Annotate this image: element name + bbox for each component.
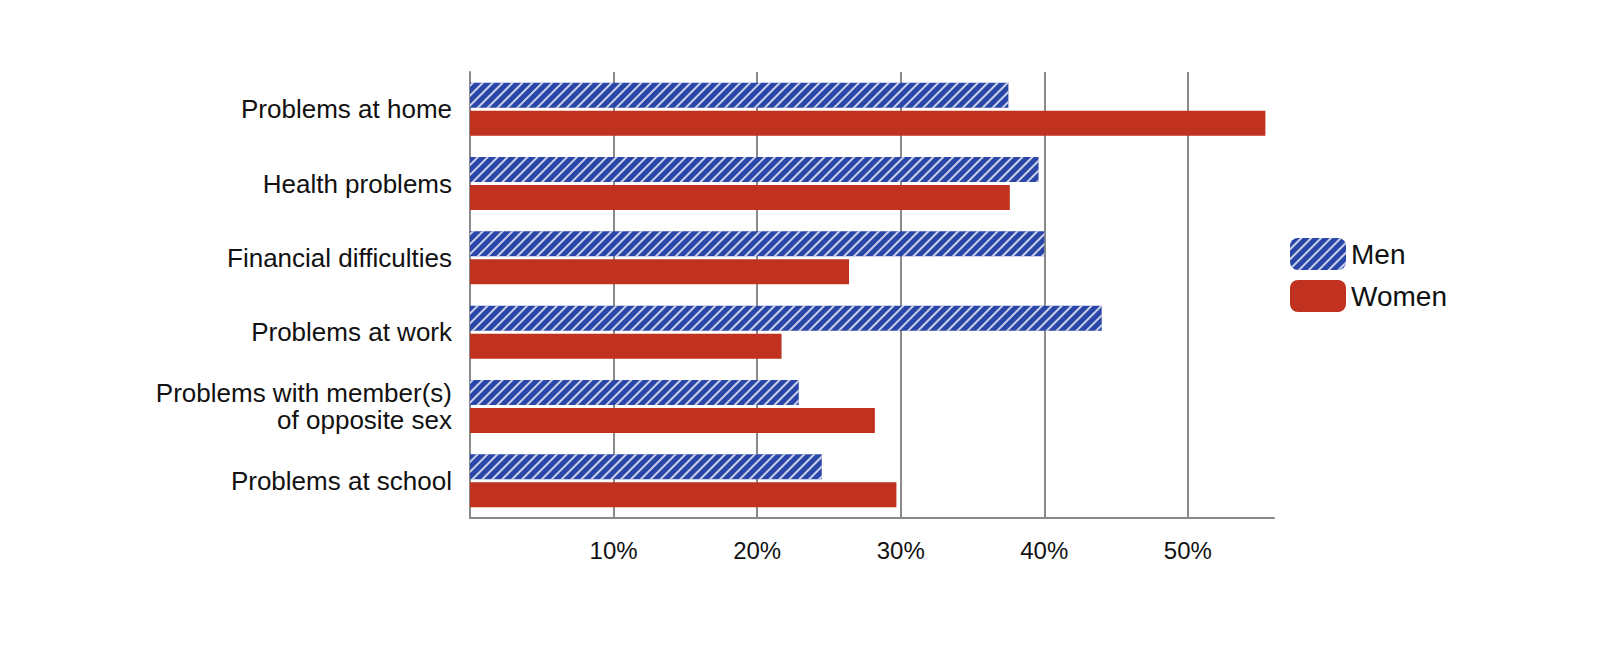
svg-text:30%: 30% (877, 537, 925, 564)
svg-text:Problems at school: Problems at school (231, 466, 452, 496)
svg-text:20%: 20% (733, 537, 781, 564)
svg-text:Financial difficulties: Financial difficulties (227, 243, 452, 273)
svg-text:Health problems: Health problems (263, 169, 452, 199)
svg-text:10%: 10% (590, 537, 638, 564)
svg-text:of opposite sex: of opposite sex (277, 405, 452, 435)
svg-text:Problems with member(s): Problems with member(s) (156, 378, 452, 408)
svg-text:Men: Men (1351, 239, 1405, 270)
svg-text:40%: 40% (1020, 537, 1068, 564)
svg-text:Women: Women (1351, 281, 1447, 312)
svg-text:50%: 50% (1164, 537, 1212, 564)
svg-text:Problems at work: Problems at work (251, 317, 453, 347)
svg-text:Problems at home: Problems at home (241, 94, 452, 124)
